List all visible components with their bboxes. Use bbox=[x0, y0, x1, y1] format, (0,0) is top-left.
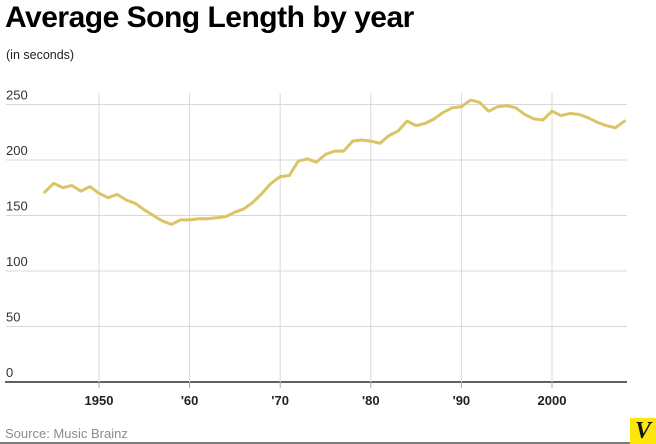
y-axis-tick-label: 250 bbox=[6, 88, 28, 103]
x-axis-tick-label: 1950 bbox=[85, 393, 114, 408]
x-axis-tick-label: '60 bbox=[181, 393, 199, 408]
y-axis-tick-label: 100 bbox=[6, 254, 28, 269]
y-axis-tick-label: 50 bbox=[6, 310, 20, 325]
footer-divider bbox=[0, 442, 656, 444]
y-axis-tick-label: 0 bbox=[6, 365, 13, 380]
x-axis-tick-label: '90 bbox=[453, 393, 471, 408]
vox-logo: V bbox=[630, 418, 656, 444]
x-axis-tick-label: '70 bbox=[271, 393, 289, 408]
page-title: Average Song Length by year bbox=[5, 1, 414, 34]
x-axis-tick-label: 2000 bbox=[538, 393, 567, 408]
song-length-line bbox=[43, 98, 626, 226]
chart-subtitle: (in seconds) bbox=[6, 48, 75, 62]
y-axis-tick-label: 200 bbox=[6, 143, 28, 158]
source-credit: Source: Music Brainz bbox=[5, 426, 128, 441]
y-axis-tick-label: 150 bbox=[6, 199, 28, 214]
vox-logo-letter: V bbox=[634, 418, 651, 444]
x-axis-tick-label: '80 bbox=[362, 393, 380, 408]
